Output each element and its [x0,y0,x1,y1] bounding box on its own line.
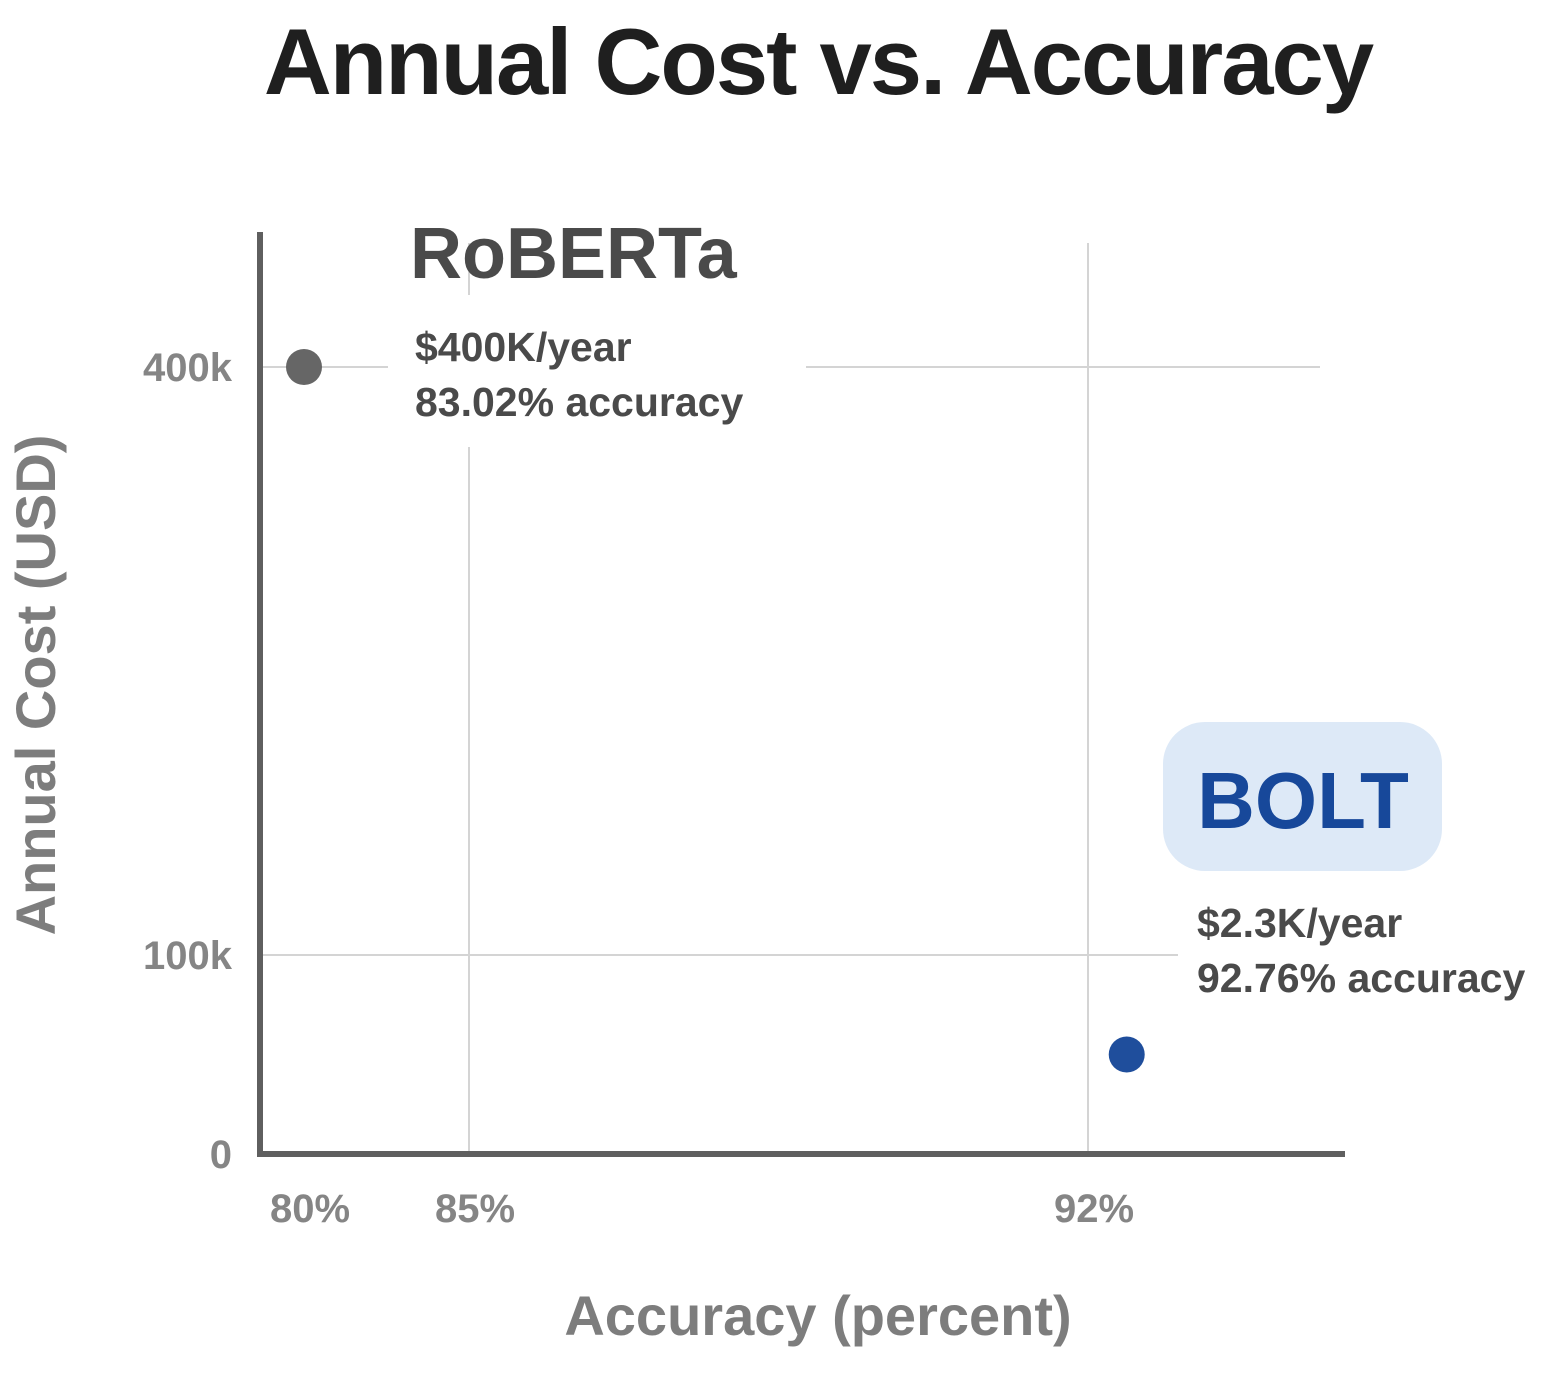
roberta-accuracy-annotation: 83.02% accuracy [415,379,743,425]
bolt-accuracy-annotation: 92.76% accuracy [1197,955,1525,1001]
bolt-data-point [1108,1036,1145,1073]
roberta-annotation-mask [388,295,806,447]
bolt-cost-annotation: $2.3K/year [1197,900,1402,946]
x-tick-label-0: 80% [270,1187,350,1231]
x-axis-label: Accuracy (percent) [564,1284,1071,1347]
roberta-series-label: RoBERTa [410,214,738,294]
data-points [286,349,1145,1073]
chart-title: Annual Cost vs. Accuracy [264,9,1374,114]
y-axis-label: Annual Cost (USD) [4,435,67,936]
roberta-data-point [286,349,322,385]
y-tick-label-2: 400k [143,346,233,390]
bolt-label-badge [1163,722,1442,871]
roberta-cost-annotation: $400K/year [415,324,632,370]
x-tick-label-1: 85% [435,1187,515,1231]
y-tick-label-0: 0 [210,1133,232,1177]
bolt-series-label: BOLT [1197,756,1409,845]
x-tick-label-2: 92% [1054,1187,1134,1231]
axis-ticks: 0 100k 400k 80% 85% 92% [143,346,1134,1231]
bolt-annotation-mask [1178,890,1562,1008]
y-tick-label-1: 100k [143,934,233,978]
